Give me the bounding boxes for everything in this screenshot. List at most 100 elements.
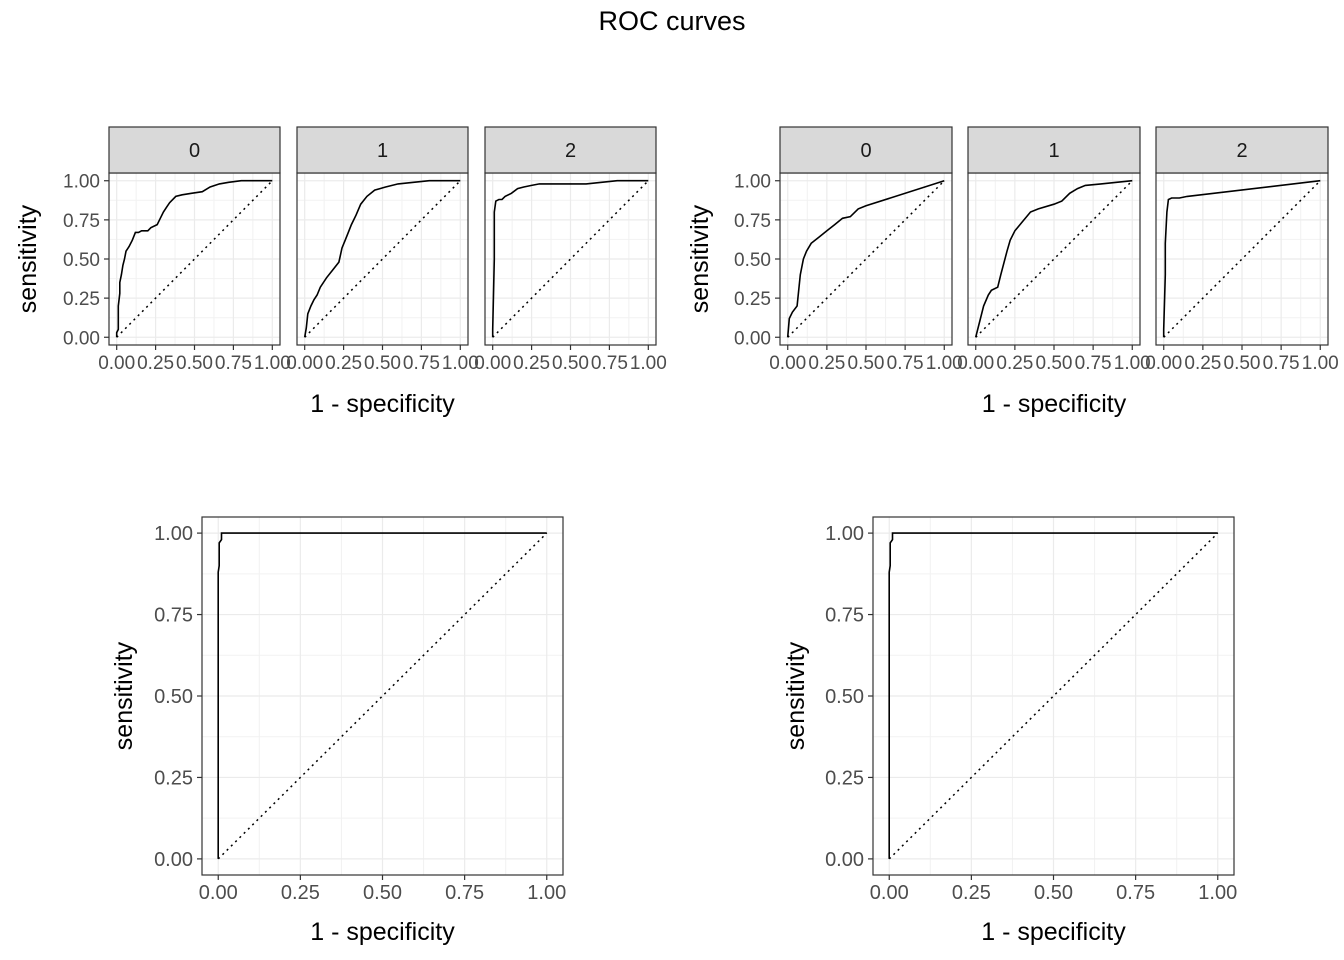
y-tick-label: 0.25 <box>63 289 100 310</box>
reference-diagonal <box>1163 180 1321 338</box>
reference-diagonal <box>787 180 945 338</box>
y-tick-label: 0.50 <box>825 686 864 708</box>
reference-diagonal <box>116 180 273 338</box>
facet-strip <box>108 126 281 174</box>
y-tick-label: 0.00 <box>63 328 100 349</box>
facet-label: 2 <box>1236 140 1247 162</box>
y-axis-title: sensitivity <box>14 204 42 313</box>
y-tick-label: 0.75 <box>825 605 864 627</box>
y-tick-label: 0.50 <box>734 250 771 271</box>
roc-chart-3: 0.00 0.25 0.50 0.75 1.00 0.00 0.25 0.50 0.75 1.00… <box>110 516 566 946</box>
x-tick-label: 0.00 <box>98 353 135 374</box>
x-tick-label: 0.25 <box>325 353 362 374</box>
panel-3: 2 0.00 0.25 0.50 0.75 1.00 <box>474 126 667 374</box>
y-axis-title: sensitivity <box>686 204 714 313</box>
panel-2: 1 0.00 0.25 0.50 0.75 1.00 <box>286 126 479 374</box>
roc-curve <box>303 179 461 338</box>
x-tick-label: 0.75 <box>887 353 924 374</box>
roc-curve <box>1162 179 1321 338</box>
facet-strip <box>967 126 1141 174</box>
x-tick-label: 0.25 <box>137 353 174 374</box>
x-tick-label: 0.50 <box>848 353 885 374</box>
x-tick-label: 0.00 <box>1145 353 1182 374</box>
panel-3: 2 0.00 0.25 0.50 0.75 1.00 <box>1145 126 1339 374</box>
page-title: ROC curves <box>598 6 746 36</box>
x-tick-label: 0.00 <box>286 353 323 374</box>
y-tick-label: 0.50 <box>63 250 100 271</box>
y-tick-label: 0.75 <box>154 605 193 627</box>
x-tick-label: 0.25 <box>952 882 991 904</box>
facet-label: 0 <box>860 140 871 162</box>
roc-curve <box>888 532 1218 859</box>
x-tick-label: 0.75 <box>1075 353 1112 374</box>
y-tick-label: 1.00 <box>734 172 771 193</box>
x-tick-label: 1.00 <box>630 353 667 374</box>
panel-1: 0.00 0.25 0.50 0.75 1.00 0.00 0.25 0.50 0.75 1.00 <box>825 516 1237 904</box>
facet-strip <box>296 126 469 174</box>
x-tick-label: 1.00 <box>442 353 479 374</box>
x-tick-label: 0.75 <box>591 353 628 374</box>
x-tick-label: 1.00 <box>527 882 566 904</box>
x-tick-label: 0.50 <box>363 882 402 904</box>
facet-strip <box>779 126 953 174</box>
y-tick-label: 0.50 <box>154 686 193 708</box>
facet-strip <box>484 126 657 174</box>
roc-chart-1: 00.00 0.25 0.50 0.75 1.000.000.250.500.751.0… <box>14 126 667 418</box>
y-tick-label: 0.25 <box>734 289 771 310</box>
roc-curve <box>217 532 547 859</box>
x-tick-label: 0.25 <box>1184 353 1221 374</box>
y-tick-label: 0.25 <box>154 767 193 789</box>
reference-diagonal <box>975 180 1133 338</box>
x-tick-label: 0.00 <box>870 882 909 904</box>
reference-diagonal <box>304 180 461 338</box>
facet-strip <box>1155 126 1329 174</box>
y-axis-title: sensitivity <box>110 641 138 750</box>
panel-2: 1 0.00 0.25 0.50 0.75 1.00 <box>957 126 1151 374</box>
x-tick-label: 0.25 <box>808 353 845 374</box>
x-tick-label: 0.00 <box>199 882 238 904</box>
x-tick-label: 0.50 <box>1224 353 1261 374</box>
roc-curve <box>786 179 945 338</box>
facet-label: 2 <box>565 140 576 162</box>
roc-curve <box>491 179 649 338</box>
y-axis-title: sensitivity <box>782 641 810 750</box>
facet-label: 0 <box>189 140 200 162</box>
panel-1: 00.00 0.25 0.50 0.75 1.000.000.250.500.751.0… <box>734 126 963 374</box>
y-tick-label: 0.75 <box>63 211 100 232</box>
x-tick-label: 0.00 <box>769 353 806 374</box>
facet-label: 1 <box>377 140 388 162</box>
roc-curve <box>115 179 273 338</box>
x-tick-label: 1.00 <box>1114 353 1151 374</box>
x-tick-label: 0.50 <box>1036 353 1073 374</box>
x-tick-label: 0.75 <box>1263 353 1300 374</box>
x-tick-label: 0.50 <box>176 353 213 374</box>
y-tick-label: 0.75 <box>734 211 771 232</box>
y-tick-label: 0.25 <box>825 767 864 789</box>
y-tick-label: 1.00 <box>63 172 100 193</box>
x-tick-label: 0.50 <box>552 353 589 374</box>
x-axis-title: 1 - specificity <box>981 918 1126 946</box>
x-axis-title: 1 - specificity <box>310 390 455 418</box>
panel-1: 0.00 0.25 0.50 0.75 1.00 0.00 0.25 0.50 0.75 1.00 <box>154 516 566 904</box>
x-tick-label: 0.50 <box>1034 882 1073 904</box>
x-tick-label: 0.25 <box>996 353 1033 374</box>
roc-chart-4: 0.00 0.25 0.50 0.75 1.00 0.00 0.25 0.50 0.75 1.00… <box>782 516 1237 946</box>
x-axis-title: 1 - specificity <box>982 390 1127 418</box>
x-tick-label: 0.75 <box>215 353 252 374</box>
x-tick-label: 1.00 <box>1302 353 1339 374</box>
facet-label: 1 <box>1048 140 1059 162</box>
roc-chart-2: 00.00 0.25 0.50 0.75 1.000.000.250.500.751.0… <box>686 126 1339 418</box>
reference-diagonal <box>217 532 548 860</box>
x-tick-label: 0.75 <box>1116 882 1155 904</box>
y-tick-label: 1.00 <box>825 523 864 545</box>
y-tick-label: 1.00 <box>154 523 193 545</box>
x-tick-label: 0.25 <box>281 882 320 904</box>
x-tick-label: 0.25 <box>513 353 550 374</box>
reference-diagonal <box>888 532 1219 860</box>
panel-1: 00.00 0.25 0.50 0.75 1.000.000.250.500.751.0… <box>63 126 291 374</box>
reference-diagonal <box>492 180 649 338</box>
x-tick-label: 1.00 <box>926 353 963 374</box>
x-tick-label: 0.50 <box>364 353 401 374</box>
x-tick-label: 1.00 <box>1198 882 1237 904</box>
